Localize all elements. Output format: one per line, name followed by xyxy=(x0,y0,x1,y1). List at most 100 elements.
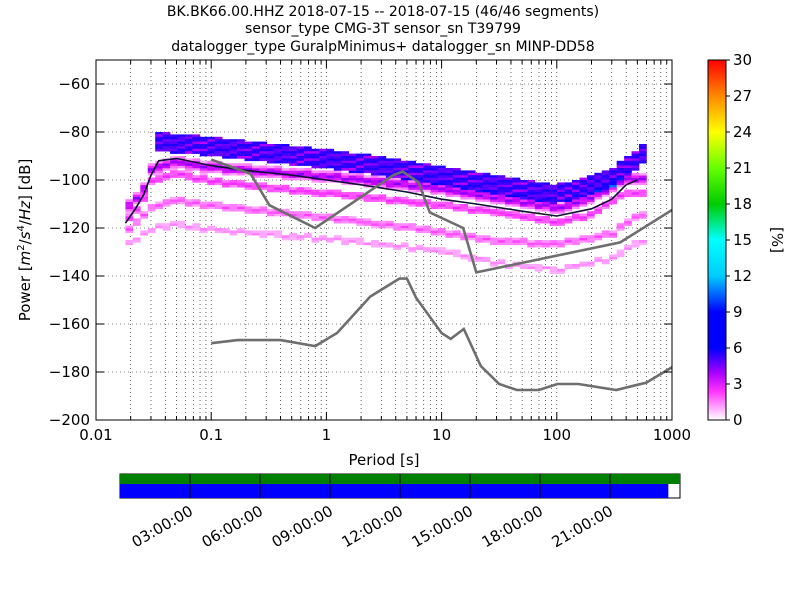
heatmap-cell xyxy=(408,199,416,202)
heatmap-cell xyxy=(318,213,327,217)
heatmap-cell xyxy=(638,158,647,162)
heatmap-cell xyxy=(609,177,617,181)
heatmap-cell xyxy=(326,158,335,162)
heatmap-cell xyxy=(460,208,469,212)
heatmap-cell xyxy=(572,237,580,241)
heatmap-cell xyxy=(415,204,424,207)
heatmap-cell xyxy=(222,156,230,159)
heatmap-cell xyxy=(237,184,245,188)
heatmap-cell xyxy=(125,213,134,217)
heatmap-cell xyxy=(251,144,260,147)
heatmap-cell xyxy=(586,237,595,241)
heatmap-cell xyxy=(251,156,260,159)
heatmap-cell xyxy=(638,160,647,164)
heatmap-cell xyxy=(430,192,439,195)
heatmap-cell xyxy=(557,182,565,186)
heatmap-cell xyxy=(348,237,357,241)
heatmap-cell xyxy=(452,194,461,198)
heatmap-cell xyxy=(192,223,201,226)
heatmap-cell xyxy=(207,177,216,181)
heatmap-cell xyxy=(497,192,506,195)
colorbar-ticks: 0 3 6 9 12 15 18 21 24 27 30 xyxy=(726,51,752,429)
heatmap-cell xyxy=(304,213,312,217)
heatmap-cell xyxy=(624,160,632,164)
heatmap-cell xyxy=(214,146,223,150)
heatmap-cell xyxy=(244,165,253,169)
heatmap-cell xyxy=(177,175,186,178)
heatmap-cell xyxy=(497,201,506,205)
ppsd-heatmap xyxy=(125,132,647,274)
heatmap-cell xyxy=(184,134,193,138)
heatmap-cell xyxy=(147,230,156,234)
heatmap-cell xyxy=(371,194,379,198)
heatmap-cell xyxy=(460,204,469,207)
heatmap-cell xyxy=(609,201,617,205)
heatmap-cell xyxy=(222,180,230,183)
heatmap-cell xyxy=(631,165,640,169)
heatmap-cell xyxy=(512,192,521,195)
heatmap-cell xyxy=(140,196,149,200)
heatmap-cell xyxy=(177,201,186,205)
heatmap-cell xyxy=(579,187,588,190)
heatmap-cell xyxy=(475,199,483,202)
heatmap-cell xyxy=(564,194,573,198)
heatmap-cell xyxy=(259,151,268,154)
heatmap-cell xyxy=(318,194,327,198)
heatmap-cell xyxy=(155,180,163,183)
heatmap-cell xyxy=(356,156,364,159)
heatmap-cell xyxy=(638,146,647,150)
heatmap-cell xyxy=(393,165,402,169)
x-tick-label: 1 xyxy=(322,426,332,444)
heatmap-cell xyxy=(572,240,580,243)
heatmap-cell xyxy=(222,228,230,231)
heatmap-cell xyxy=(311,240,320,243)
heatmap-cell xyxy=(497,237,506,241)
heatmap-cell xyxy=(594,172,603,176)
heatmap-cell xyxy=(326,160,335,164)
heatmap-cell xyxy=(311,156,320,159)
heatmap-cell xyxy=(638,211,647,214)
coverage-tick-label: 09:00:00 xyxy=(269,502,336,551)
heatmap-cell xyxy=(542,220,550,224)
heatmap-cell xyxy=(229,146,238,150)
heatmap-cell xyxy=(184,151,193,154)
heatmap-cell xyxy=(438,172,446,176)
heatmap-cell xyxy=(438,252,446,255)
heatmap-cell xyxy=(557,223,565,226)
heatmap-cell xyxy=(326,170,335,174)
heatmap-cell xyxy=(601,206,610,210)
heatmap-cell xyxy=(237,208,245,212)
heatmap-cell xyxy=(244,151,253,154)
heatmap-cell xyxy=(430,187,439,190)
heatmap-cell xyxy=(400,168,409,171)
heatmap-cell xyxy=(400,182,409,186)
heatmap-cell xyxy=(385,168,394,171)
heatmap-cell xyxy=(385,170,394,174)
heatmap-cell xyxy=(564,204,573,207)
heatmap-cell xyxy=(371,175,379,178)
heatmap-cell xyxy=(534,264,543,267)
heatmap-cell xyxy=(549,206,558,210)
heatmap-cell xyxy=(527,204,536,207)
heatmap-cell xyxy=(147,163,156,166)
heatmap-cell xyxy=(326,153,335,157)
heatmap-cell xyxy=(549,244,558,248)
heatmap-cell xyxy=(497,208,506,212)
heatmap-cell xyxy=(356,177,364,181)
heatmap-cell xyxy=(408,163,416,166)
heatmap-cell xyxy=(237,172,245,176)
heatmap-cell xyxy=(624,170,632,174)
heatmap-cell xyxy=(438,206,446,210)
heatmap-cell xyxy=(170,139,178,142)
heatmap-cell xyxy=(490,199,498,202)
heatmap-cell xyxy=(147,168,156,171)
heatmap-cell xyxy=(348,172,357,176)
heatmap-cell xyxy=(631,216,640,219)
heatmap-cell xyxy=(482,182,491,186)
heatmap-cell xyxy=(192,180,201,183)
heatmap-cell xyxy=(586,216,595,219)
heatmap-cell xyxy=(385,199,394,202)
heatmap-cell xyxy=(348,196,357,200)
heatmap-cell xyxy=(631,244,640,248)
heatmap-cell xyxy=(170,220,178,224)
